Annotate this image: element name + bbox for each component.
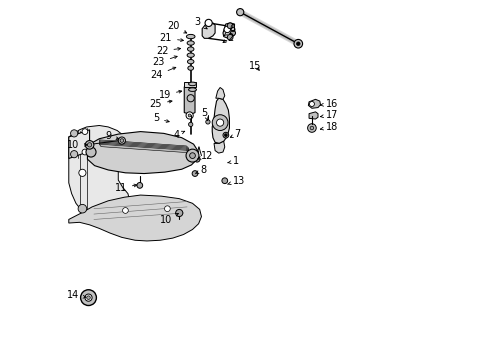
Circle shape xyxy=(205,120,210,124)
Circle shape xyxy=(164,206,170,212)
Ellipse shape xyxy=(188,82,196,86)
Polygon shape xyxy=(184,86,195,114)
Polygon shape xyxy=(202,23,215,39)
Circle shape xyxy=(137,183,142,188)
Circle shape xyxy=(87,143,92,147)
Polygon shape xyxy=(99,143,188,152)
Circle shape xyxy=(81,290,96,306)
Circle shape xyxy=(188,122,192,127)
Text: 4: 4 xyxy=(173,130,184,140)
Text: 7: 7 xyxy=(230,129,240,139)
Polygon shape xyxy=(308,112,317,119)
Circle shape xyxy=(227,35,233,40)
Circle shape xyxy=(309,102,314,107)
Circle shape xyxy=(187,95,194,102)
Circle shape xyxy=(120,139,123,142)
Circle shape xyxy=(212,115,227,131)
Circle shape xyxy=(293,40,302,48)
Ellipse shape xyxy=(188,88,196,91)
Circle shape xyxy=(86,296,90,300)
Text: 22: 22 xyxy=(156,46,180,56)
Circle shape xyxy=(230,31,235,36)
Circle shape xyxy=(82,129,88,134)
Text: 12: 12 xyxy=(197,150,213,161)
Polygon shape xyxy=(215,87,224,99)
Ellipse shape xyxy=(187,59,194,64)
Text: 5: 5 xyxy=(201,108,207,121)
Text: 21: 21 xyxy=(160,33,183,43)
Circle shape xyxy=(78,204,86,213)
Polygon shape xyxy=(308,99,320,108)
Circle shape xyxy=(189,153,195,158)
Polygon shape xyxy=(69,130,89,158)
Circle shape xyxy=(224,26,230,33)
Circle shape xyxy=(85,294,92,301)
Text: 15: 15 xyxy=(249,61,261,71)
Text: 10: 10 xyxy=(160,213,178,225)
Polygon shape xyxy=(69,195,201,241)
Text: 18: 18 xyxy=(320,122,338,132)
Text: 8: 8 xyxy=(195,165,206,175)
Polygon shape xyxy=(212,98,229,143)
Text: 14: 14 xyxy=(66,291,86,301)
Circle shape xyxy=(185,112,193,119)
Ellipse shape xyxy=(187,41,194,45)
Text: 20: 20 xyxy=(166,21,186,33)
Text: 2: 2 xyxy=(223,33,233,43)
Polygon shape xyxy=(99,144,188,153)
Circle shape xyxy=(223,132,228,138)
Polygon shape xyxy=(99,142,188,150)
Ellipse shape xyxy=(187,66,193,70)
Text: 11: 11 xyxy=(114,183,137,193)
Circle shape xyxy=(70,130,78,137)
Circle shape xyxy=(70,150,78,158)
Circle shape xyxy=(204,19,212,27)
Circle shape xyxy=(307,124,316,132)
Text: 3: 3 xyxy=(194,17,207,29)
Polygon shape xyxy=(69,126,129,222)
Circle shape xyxy=(227,23,233,29)
Polygon shape xyxy=(223,23,234,38)
Circle shape xyxy=(216,119,223,126)
Circle shape xyxy=(122,208,128,213)
Polygon shape xyxy=(183,82,195,87)
Text: 23: 23 xyxy=(152,56,177,67)
Circle shape xyxy=(224,134,227,136)
Circle shape xyxy=(79,169,86,176)
Text: 25: 25 xyxy=(149,99,172,109)
Text: 24: 24 xyxy=(150,67,176,80)
Polygon shape xyxy=(214,141,224,153)
Circle shape xyxy=(188,114,191,117)
Circle shape xyxy=(236,9,244,16)
Polygon shape xyxy=(87,132,198,174)
Polygon shape xyxy=(99,140,188,148)
Circle shape xyxy=(309,126,313,130)
Circle shape xyxy=(222,178,227,184)
Text: 1: 1 xyxy=(227,156,239,166)
Circle shape xyxy=(85,140,94,149)
Text: 17: 17 xyxy=(320,110,338,120)
Circle shape xyxy=(185,149,199,162)
Circle shape xyxy=(296,42,300,45)
Circle shape xyxy=(78,133,86,141)
Ellipse shape xyxy=(186,35,195,39)
Circle shape xyxy=(82,149,88,155)
Text: 6: 6 xyxy=(224,24,235,35)
Polygon shape xyxy=(99,141,188,149)
Ellipse shape xyxy=(187,47,194,51)
Text: 16: 16 xyxy=(320,99,338,109)
Text: 9: 9 xyxy=(105,131,119,141)
Ellipse shape xyxy=(187,53,194,57)
Circle shape xyxy=(175,210,183,217)
Circle shape xyxy=(86,147,96,157)
Text: 19: 19 xyxy=(159,90,182,100)
Circle shape xyxy=(192,171,198,176)
Text: 13: 13 xyxy=(227,176,245,186)
Text: 5: 5 xyxy=(153,113,169,123)
Circle shape xyxy=(118,137,125,144)
Circle shape xyxy=(194,156,200,162)
Text: 10: 10 xyxy=(66,140,87,150)
